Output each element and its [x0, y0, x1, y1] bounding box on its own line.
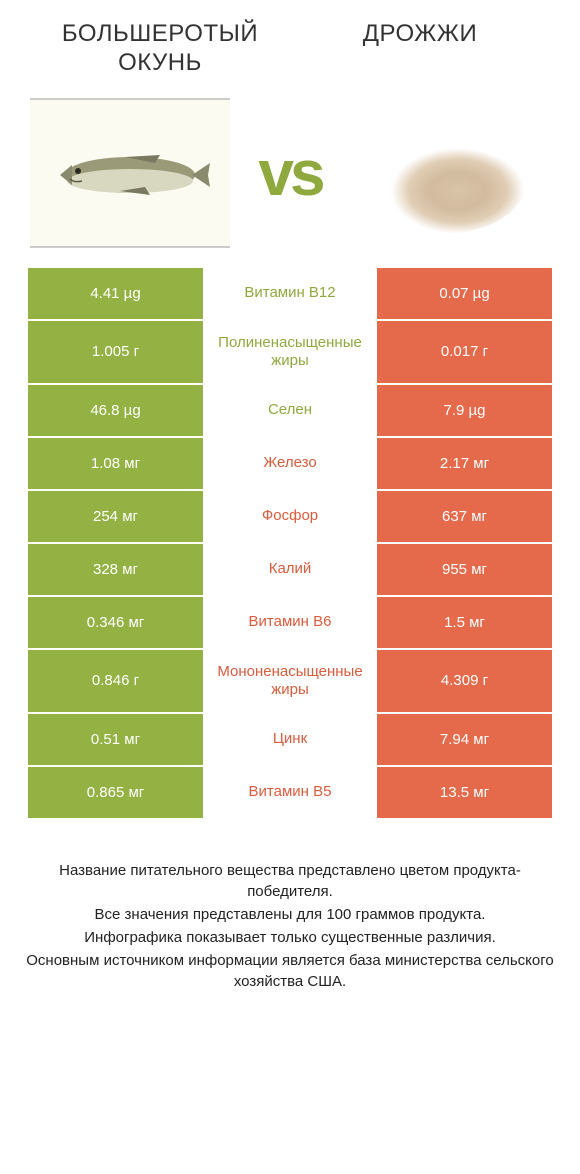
product-left-image — [30, 98, 230, 248]
footer-line: Основным источником информации является … — [22, 950, 558, 992]
footer-line: Все значения представлены для 100 граммо… — [22, 904, 558, 925]
cell-left-value: 328 мг — [28, 544, 203, 595]
cell-left-value: 0.346 мг — [28, 597, 203, 648]
table-row: 0.51 мгЦинк7.94 мг — [28, 714, 552, 765]
cell-right-value: 1.5 мг — [377, 597, 552, 648]
cell-left-value: 0.846 г — [28, 650, 203, 712]
cell-right-value: 637 мг — [377, 491, 552, 542]
footer-line: Инфографика показывает только существенн… — [22, 927, 558, 948]
table-row: 1.08 мгЖелезо2.17 мг — [28, 438, 552, 489]
table-row: 0.346 мгВитамин B61.5 мг — [28, 597, 552, 648]
cell-left-value: 4.41 µg — [28, 268, 203, 319]
cell-right-value: 13.5 мг — [377, 767, 552, 818]
images-row: vs — [0, 88, 580, 268]
cell-right-value: 4.309 г — [377, 650, 552, 712]
table-row: 46.8 µgСелен7.9 µg — [28, 385, 552, 436]
cell-nutrient-name: Фосфор — [203, 491, 377, 542]
cell-left-value: 254 мг — [28, 491, 203, 542]
cell-left-value: 0.865 мг — [28, 767, 203, 818]
product-left-title: БОЛЬШЕРОТЫЙ ОКУНЬ — [30, 20, 290, 78]
cell-nutrient-name: Калий — [203, 544, 377, 595]
header: БОЛЬШЕРОТЫЙ ОКУНЬ ДРОЖЖИ — [0, 0, 580, 88]
footer-notes: Название питательного вещества представл… — [0, 820, 580, 992]
product-right-image — [350, 98, 550, 248]
table-row: 4.41 µgВитамин B120.07 µg — [28, 268, 552, 319]
cell-right-value: 0.07 µg — [377, 268, 552, 319]
product-right-title: ДРОЖЖИ — [290, 20, 550, 49]
cell-nutrient-name: Витамин B6 — [203, 597, 377, 648]
cell-left-value: 0.51 мг — [28, 714, 203, 765]
table-row: 0.865 мгВитамин B513.5 мг — [28, 767, 552, 818]
cell-nutrient-name: Полиненасыщенные жиры — [203, 321, 377, 383]
vs-label: vs — [258, 136, 321, 210]
cell-right-value: 7.9 µg — [377, 385, 552, 436]
table-row: 1.005 гПолиненасыщенные жиры0.017 г — [28, 321, 552, 383]
cell-nutrient-name: Мононенасыщенные жиры — [203, 650, 377, 712]
comparison-table: 4.41 µgВитамин B120.07 µg1.005 гПолинена… — [0, 268, 580, 818]
table-row: 328 мгКалий955 мг — [28, 544, 552, 595]
cell-right-value: 2.17 мг — [377, 438, 552, 489]
cell-right-value: 7.94 мг — [377, 714, 552, 765]
cell-left-value: 1.08 мг — [28, 438, 203, 489]
cell-nutrient-name: Витамин B5 — [203, 767, 377, 818]
cell-right-value: 955 мг — [377, 544, 552, 595]
yeast-icon — [370, 113, 530, 233]
cell-nutrient-name: Витамин B12 — [203, 268, 377, 319]
cell-left-value: 1.005 г — [28, 321, 203, 383]
table-row: 0.846 гМононенасыщенные жиры4.309 г — [28, 650, 552, 712]
cell-nutrient-name: Цинк — [203, 714, 377, 765]
fish-icon — [50, 145, 210, 200]
cell-nutrient-name: Железо — [203, 438, 377, 489]
cell-right-value: 0.017 г — [377, 321, 552, 383]
footer-line: Название питательного вещества представл… — [22, 860, 558, 902]
table-row: 254 мгФосфор637 мг — [28, 491, 552, 542]
cell-left-value: 46.8 µg — [28, 385, 203, 436]
cell-nutrient-name: Селен — [203, 385, 377, 436]
